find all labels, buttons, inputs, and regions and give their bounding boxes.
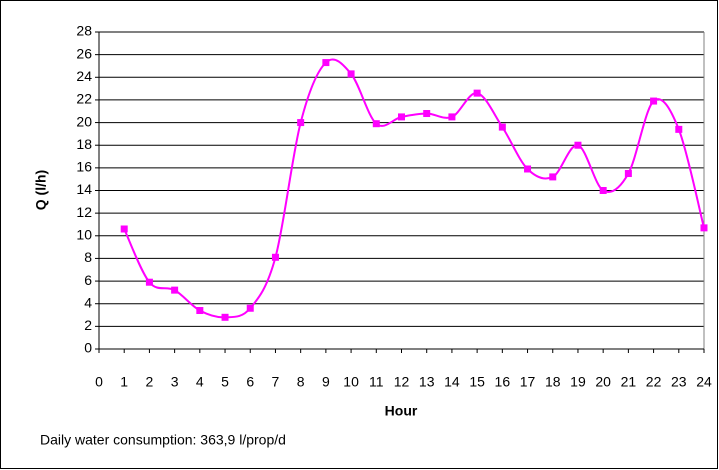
x-tick-label: 12	[394, 374, 410, 390]
marker	[574, 141, 582, 149]
marker	[372, 120, 380, 128]
marker	[171, 286, 179, 294]
marker	[700, 224, 708, 232]
x-tick-label: 5	[221, 374, 229, 390]
x-tick-label: 6	[246, 374, 254, 390]
marker	[246, 304, 254, 312]
x-tick-label: 3	[171, 374, 179, 390]
x-tick-label: 15	[469, 374, 485, 390]
x-tick-label: 0	[95, 374, 103, 390]
y-tick-label: 20	[76, 113, 92, 129]
marker	[347, 70, 355, 78]
x-tick-label: 13	[419, 374, 435, 390]
marker	[473, 89, 481, 97]
marker	[196, 307, 204, 315]
marker	[624, 170, 632, 178]
x-tick-label: 23	[671, 374, 687, 390]
marker	[221, 313, 229, 321]
marker	[423, 110, 431, 118]
marker	[448, 113, 456, 121]
y-tick-label: 18	[76, 136, 92, 152]
y-tick-label: 28	[76, 23, 92, 39]
marker	[120, 225, 128, 233]
marker	[599, 187, 607, 194]
x-tick-label: 9	[322, 374, 330, 390]
y-tick-label: 26	[76, 45, 92, 61]
x-tick-label: 19	[570, 374, 586, 390]
y-tick-label: 12	[76, 204, 92, 220]
x-tick-label: 11	[369, 374, 384, 390]
marker	[145, 278, 153, 286]
x-tick-label: 16	[495, 374, 511, 390]
y-tick-label: 2	[84, 317, 92, 333]
marker	[549, 173, 557, 181]
marker	[650, 97, 658, 105]
marker	[398, 113, 405, 121]
y-tick-label: 22	[76, 91, 92, 107]
x-tick-label: 20	[595, 374, 611, 390]
marker	[524, 165, 532, 173]
x-tick-label: 22	[646, 374, 662, 390]
x-tick-label: 1	[120, 374, 128, 390]
y-tick-label: 4	[84, 294, 92, 310]
y-tick-label: 14	[76, 181, 92, 197]
x-tick-label: 17	[520, 374, 536, 390]
x-tick-label: 2	[146, 374, 154, 390]
marker	[675, 125, 683, 133]
marker	[322, 59, 330, 67]
x-tick-label: 8	[297, 374, 305, 390]
y-tick-label: 10	[76, 226, 92, 242]
x-tick-label: 10	[343, 374, 359, 390]
marker	[271, 253, 279, 261]
marker	[297, 119, 305, 127]
x-tick-label: 7	[272, 374, 280, 390]
y-tick-label: 16	[76, 159, 92, 175]
x-tick-label: 24	[696, 374, 712, 390]
y-tick-label: 0	[84, 340, 92, 356]
y-tick-label: 24	[76, 68, 92, 84]
x-tick-label: 21	[621, 374, 637, 390]
annotation: Daily water consumption: 363,9 l/prop/d	[40, 432, 286, 448]
x-tick-label: 18	[545, 374, 561, 390]
y-tick-label: 6	[84, 272, 92, 288]
marker	[498, 123, 506, 131]
x-tick-label: 4	[196, 374, 204, 390]
y-tick-label: 8	[84, 249, 92, 265]
x-tick-label: 14	[444, 374, 460, 390]
y-axis-title: Q (l/h)	[33, 170, 49, 210]
x-axis-title: Hour	[385, 403, 418, 419]
